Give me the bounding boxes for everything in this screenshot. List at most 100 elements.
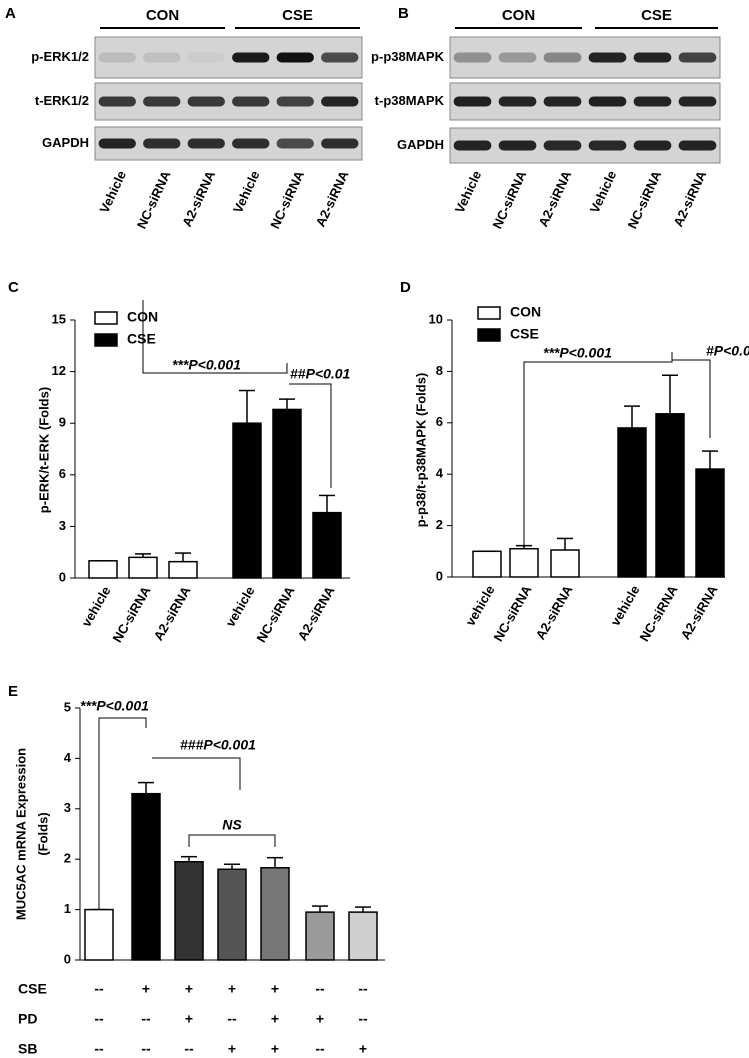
annotation: ***P<0.001 (172, 357, 241, 373)
condition-sign: + (142, 981, 150, 997)
condition-sign: -- (94, 981, 104, 997)
y-tick-label: 5 (64, 699, 71, 714)
y-tick-label: 0 (59, 569, 66, 584)
blot-band (276, 96, 314, 107)
y-tick-label: 0 (436, 568, 443, 583)
lane-label: NC-siRNA (267, 168, 307, 231)
bar (312, 511, 342, 579)
blot-strip (449, 82, 721, 121)
x-tick-label: A2-siRNA (151, 583, 194, 643)
annotation: ###P<0.001 (180, 737, 256, 753)
bar (305, 911, 335, 961)
x-tick-label: NC-siRNA (254, 583, 298, 645)
annotation: ##P<0.01 (290, 366, 351, 382)
bracket (523, 352, 673, 545)
bar (550, 549, 580, 578)
blot-band (453, 52, 492, 63)
blot-band (98, 96, 136, 107)
annotation: ***P<0.001 (543, 345, 612, 361)
group-label: CSE (282, 7, 313, 24)
condition-sign: -- (358, 981, 368, 997)
condition-sign: + (228, 1041, 236, 1057)
group-label: CON (146, 7, 179, 24)
legend-swatch (477, 306, 501, 320)
blot-band (187, 96, 225, 107)
blot-strip (94, 82, 363, 121)
condition-sign: -- (315, 981, 325, 997)
legend-label: CON (510, 304, 541, 320)
y-tick-label: 6 (436, 414, 443, 429)
blot-band (276, 52, 314, 63)
blot-band (498, 52, 537, 63)
y-tick-label: 3 (64, 800, 71, 815)
y-axis-label: MUC5AC mRNA Expression (13, 748, 28, 920)
x-tick-label: NC-siRNA (110, 583, 154, 645)
lane-label: NC-siRNA (134, 168, 174, 231)
lane-label: NC-siRNA (489, 168, 529, 231)
blot-band (678, 52, 717, 63)
row-label: p-ERK1/2 (31, 49, 89, 64)
blot-band (453, 140, 492, 151)
blot-band (633, 96, 672, 107)
bar (88, 560, 118, 579)
lane-label: A2-siRNA (535, 168, 574, 229)
blot-band (543, 96, 582, 107)
lane-label: A2-siRNA (313, 168, 352, 229)
blot-band (588, 52, 627, 63)
x-tick-label: A2-siRNA (678, 582, 721, 642)
blot-band (143, 52, 181, 63)
blot-strip (449, 36, 721, 79)
legend-label: CON (127, 309, 158, 325)
blot-strip (449, 127, 721, 164)
bracket (152, 757, 241, 790)
blot-band (232, 52, 270, 63)
blot-band (187, 138, 225, 149)
bar (174, 860, 204, 961)
bar (695, 468, 725, 578)
x-tick-label: vehicle (223, 584, 258, 630)
bar (128, 556, 158, 579)
panel-label: C (8, 279, 19, 296)
bar (472, 550, 502, 578)
lane-label: Vehicle (452, 168, 485, 215)
bar (348, 911, 378, 961)
y-tick-label: 8 (436, 363, 443, 378)
bar (84, 908, 114, 961)
condition-sign: -- (141, 1041, 151, 1057)
y-tick-label: 2 (64, 851, 71, 866)
bar (168, 560, 198, 579)
blot-band (633, 52, 672, 63)
x-tick-label: A2-siRNA (295, 583, 338, 643)
blot-strip (94, 126, 363, 161)
panel-label: B (398, 5, 409, 22)
blot-band (321, 96, 359, 107)
blot-band (678, 96, 717, 107)
condition-sign: + (185, 981, 193, 997)
blot-band (187, 52, 225, 63)
row-label: t-p38MAPK (375, 93, 445, 108)
panel-label: E (8, 683, 18, 700)
blot-band (276, 138, 314, 149)
y-tick-label: 0 (64, 951, 71, 966)
blot-band (588, 96, 627, 107)
condition-sign: -- (94, 1041, 104, 1057)
bracket (142, 300, 288, 374)
panel-label: D (400, 279, 411, 296)
legend-label: CSE (510, 326, 539, 342)
condition-name: PD (18, 1011, 37, 1027)
y-axis-label: (Folds) (35, 812, 50, 855)
x-tick-label: vehicle (79, 584, 114, 630)
bar (509, 547, 539, 578)
y-axis-label: p-p38/t-p38MAPK (Folds) (413, 373, 428, 528)
y-axis-label: p-ERK/t-ERK (Folds) (36, 387, 51, 513)
group-label: CON (502, 7, 535, 24)
x-tick-label: NC-siRNA (637, 582, 681, 644)
bracket (188, 834, 276, 847)
blot-band (98, 138, 136, 149)
x-tick-label: NC-siRNA (491, 582, 535, 644)
blot-band (498, 96, 537, 107)
condition-sign: -- (94, 1011, 104, 1027)
x-tick-label: vehicle (463, 583, 498, 629)
y-tick-label: 4 (64, 750, 72, 765)
